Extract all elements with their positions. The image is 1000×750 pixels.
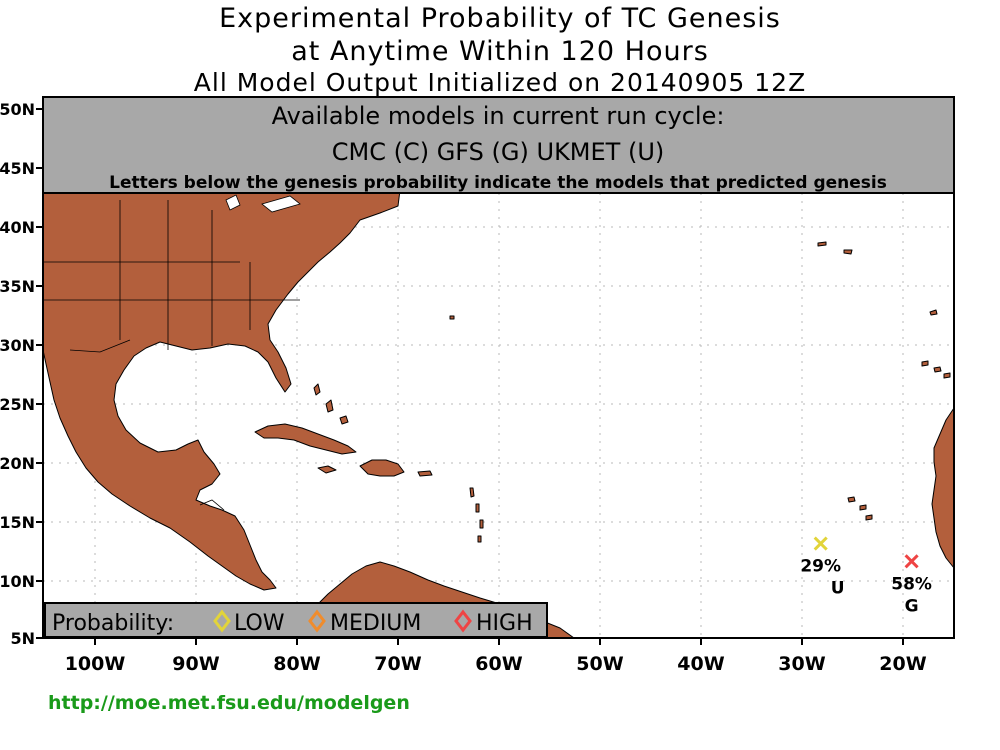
azores [817,241,853,255]
genesis-marker-x-icon [813,536,828,551]
jamaica [317,465,337,474]
models-box-heading: Available models in current run cycle: [272,102,725,130]
puerto-rico [417,470,433,477]
cape-verde [847,496,873,521]
lat-label-35n: 35N [0,277,35,296]
lon-label-40w: 40W [677,653,724,675]
title-line-2: at Anytime Within 120 Hours [291,36,709,67]
medium-diamond-icon [308,609,326,633]
lon-label-20w: 20W [879,653,926,675]
title-line-1: Experimental Probability of TC Genesis [219,3,781,34]
lat-label-45n: 45N [0,159,35,178]
great-lakes [225,194,301,213]
lon-label-80w: 80W [273,653,320,675]
legend-medium: MEDIUM [330,611,421,636]
lon-label-70w: 70W [374,653,421,675]
bermuda [449,315,455,320]
high-diamond-icon [454,609,472,633]
north-america [42,189,401,591]
source-url[interactable]: http://moe.met.fsu.edu/modelgen [48,692,410,714]
legend-high: HIGH [476,611,533,636]
genesis-probability-label: 29% [800,557,841,577]
legend-low: LOW [234,611,285,636]
bahamas-1 [313,383,321,396]
models-list: CMC (C) GFS (G) UKMET (U) [332,138,665,166]
genesis-models-label: U [831,579,845,599]
africa [931,407,955,569]
canary-islands [921,360,951,379]
lon-label-50w: 50W [576,653,623,675]
genesis-markers: 29%U 58%G [800,536,932,616]
lat-label-5n: 5N [10,629,35,648]
lat-label-50n: 50N [0,100,35,119]
models-note: Letters below the genesis probability in… [109,173,887,193]
lon-label-60w: 60W [475,653,522,675]
ticks [36,108,904,645]
low-diamond-icon [213,609,231,633]
bahamas-3 [339,415,349,425]
lesser-antilles [469,487,484,543]
lat-label-20n: 20N [0,454,35,473]
lat-label-30n: 30N [0,336,35,355]
lat-label-40n: 40N [0,218,35,237]
borders [43,200,300,511]
title-line-3: All Model Output Initialized on 20140905… [193,68,807,97]
lat-label-15n: 15N [0,513,35,532]
legend-label: Probability: [52,611,174,636]
genesis-probability-label: 58% [891,574,932,594]
lon-label-30w: 30W [778,653,825,675]
genesis-marker-x-icon [904,554,919,569]
bahamas-2 [325,399,334,413]
lon-label-90w: 90W [172,653,219,675]
hispaniola [359,459,405,477]
lat-label-10n: 10N [0,572,35,591]
lat-label-25n: 25N [0,395,35,414]
cuba [254,423,357,455]
madeira [929,309,938,316]
lon-label-100w: 100W [65,653,126,675]
genesis-models-label: G [905,596,919,616]
